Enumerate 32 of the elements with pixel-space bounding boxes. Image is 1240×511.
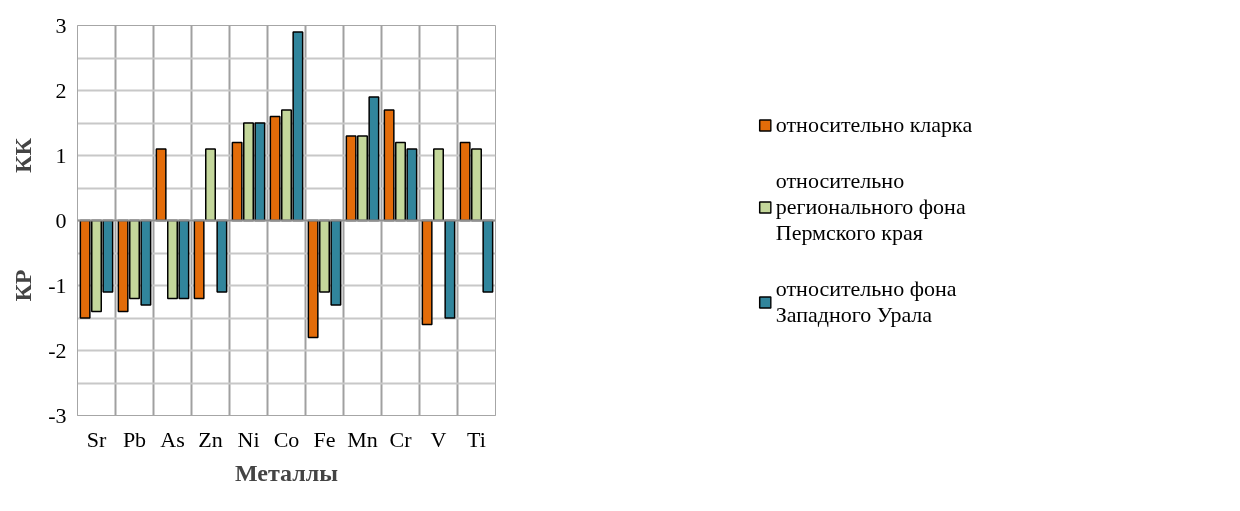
bar [216,219,228,293]
y-tick-label: 1 [55,142,67,168]
legend-label: относительно кларка [775,112,973,138]
legend-label: относительно регионального фона Пермского края [775,168,966,246]
bar [421,219,433,326]
y-tick-label: -3 [48,402,67,428]
x-tick-label: Ti [467,426,486,452]
x-axis-title: Металлы [235,459,339,486]
x-tick-label: Mn [347,426,378,452]
y-tick-label: 3 [55,12,67,38]
x-tick-label: Cr [389,426,413,452]
bar [205,148,216,222]
bar [433,148,444,222]
x-tick-label: As [160,426,185,452]
y-tick-label: 2 [55,77,67,103]
x-tick-label: Zn [198,426,223,452]
text: КР [10,269,36,302]
y-axis-title: КК [10,137,36,173]
y-tick-label: -2 [48,337,67,363]
bar [193,219,205,300]
y-tick-label: 0 [55,207,67,233]
x-tick-label: Co [273,426,300,452]
bar [482,219,494,293]
bar [155,148,167,222]
legend-label: относительно фона Западного Урала [775,276,957,328]
x-tick-label: Ni [237,426,260,452]
bar [444,219,456,319]
x-tick-label: Pb [122,426,147,452]
x-tick-label: Sr [86,426,107,452]
x-tick-label: Fe [313,426,336,452]
x-tick-label: V [430,426,447,452]
y-tick-label: -1 [48,272,67,298]
